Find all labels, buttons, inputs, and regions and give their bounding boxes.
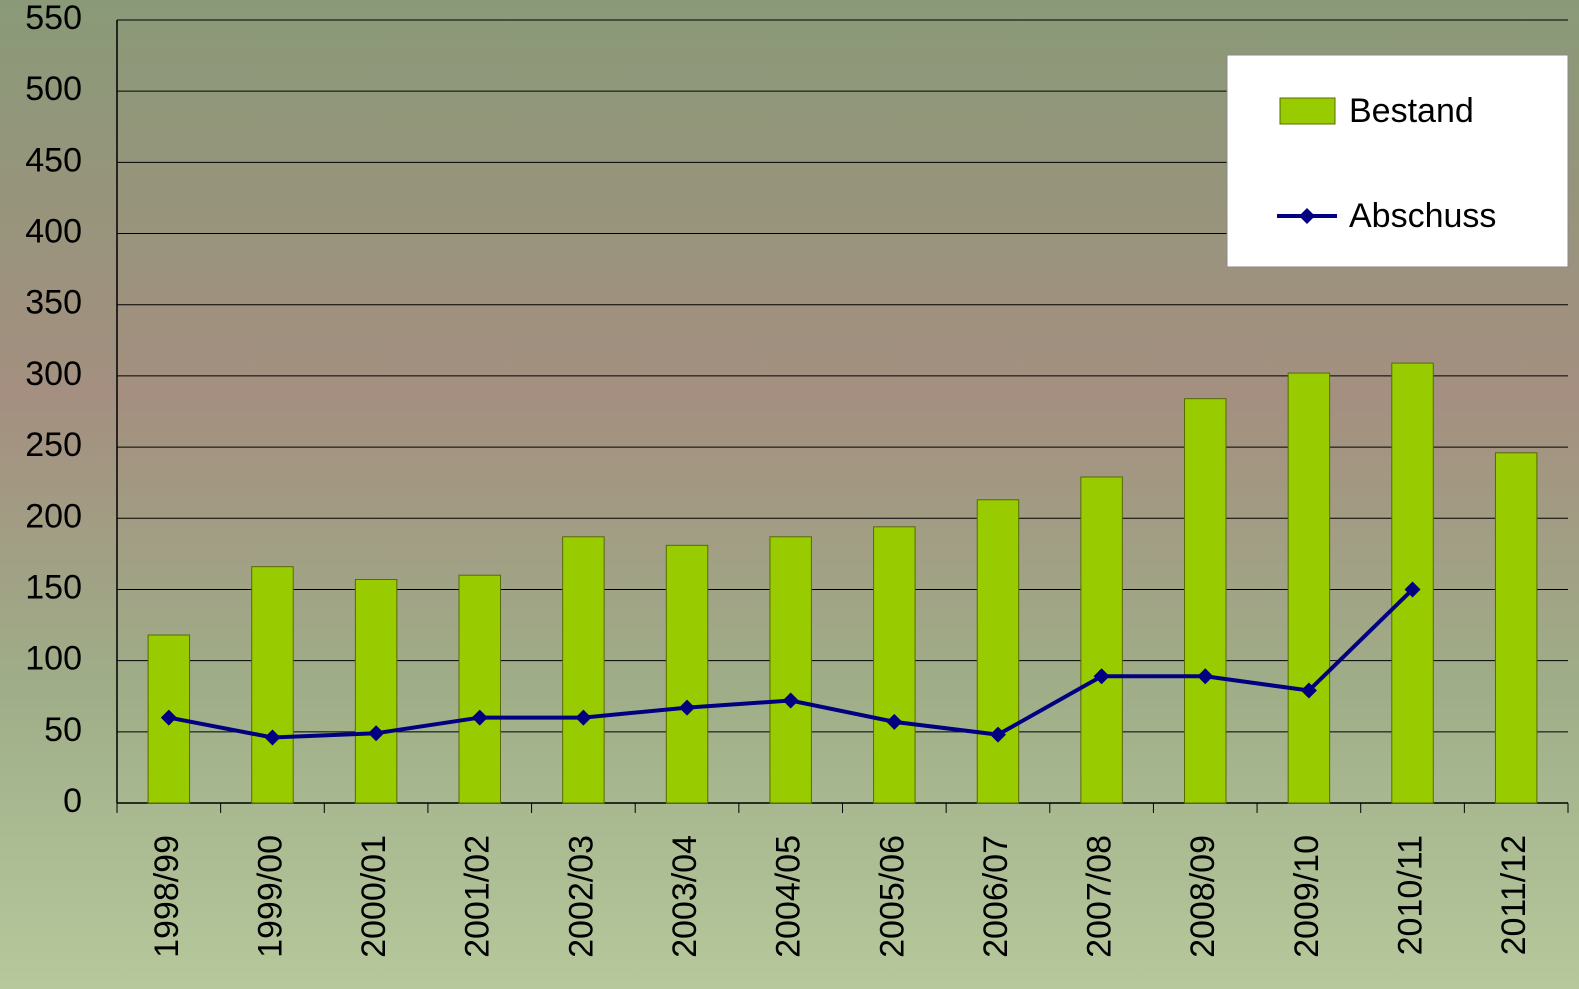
chart: 0 50 100 150 200 250 300 350 400 450 500 550 1998/99… — [0, 0, 1579, 989]
x-tick-label: 2006/07 — [977, 835, 1015, 958]
y-tick-label: 150 — [25, 568, 82, 606]
bar — [1288, 373, 1329, 803]
bar — [977, 500, 1018, 803]
y-tick-label: 500 — [25, 70, 82, 108]
x-tick-label: 1999/00 — [251, 835, 289, 958]
y-tick-label: 550 — [25, 0, 82, 37]
x-tick-label: 2003/04 — [666, 835, 704, 958]
x-tick-label: 2010/11 — [1392, 835, 1430, 955]
y-tick-label: 300 — [25, 355, 82, 393]
bar — [770, 537, 811, 803]
bar — [459, 575, 500, 803]
y-tick-label: 350 — [25, 284, 82, 322]
x-tick-label: 2002/03 — [562, 835, 600, 958]
x-tick-label: 2009/10 — [1288, 835, 1326, 958]
legend-label: Abschuss — [1349, 197, 1496, 235]
x-tick-label: 1998/99 — [148, 835, 186, 958]
bar — [1495, 453, 1536, 803]
bar — [874, 527, 915, 803]
x-tick-label: 2004/05 — [770, 835, 808, 958]
x-tick-label: 2000/01 — [355, 835, 393, 958]
y-tick-label: 0 — [63, 782, 82, 820]
x-tick-label: 2011/12 — [1495, 835, 1533, 955]
x-tick-label: 2008/09 — [1184, 835, 1222, 958]
y-tick-label: 400 — [25, 213, 82, 251]
bar — [1081, 477, 1122, 803]
x-tick-label: 2001/02 — [459, 835, 497, 958]
y-tick-label: 250 — [25, 426, 82, 464]
y-tick-label: 200 — [25, 497, 82, 535]
bar — [563, 537, 604, 803]
bar — [252, 567, 293, 803]
y-tick-label: 100 — [25, 640, 82, 678]
legend-box — [1227, 55, 1568, 267]
y-tick-label: 450 — [25, 141, 82, 179]
x-tick-label: 2007/08 — [1081, 835, 1119, 958]
bar — [1185, 399, 1226, 803]
y-tick-label: 50 — [44, 711, 82, 749]
legend-label: Bestand — [1349, 92, 1474, 130]
bar — [355, 579, 396, 803]
bar — [666, 545, 707, 803]
x-tick-label: 2005/06 — [873, 835, 911, 958]
legend-swatch — [1280, 98, 1335, 124]
